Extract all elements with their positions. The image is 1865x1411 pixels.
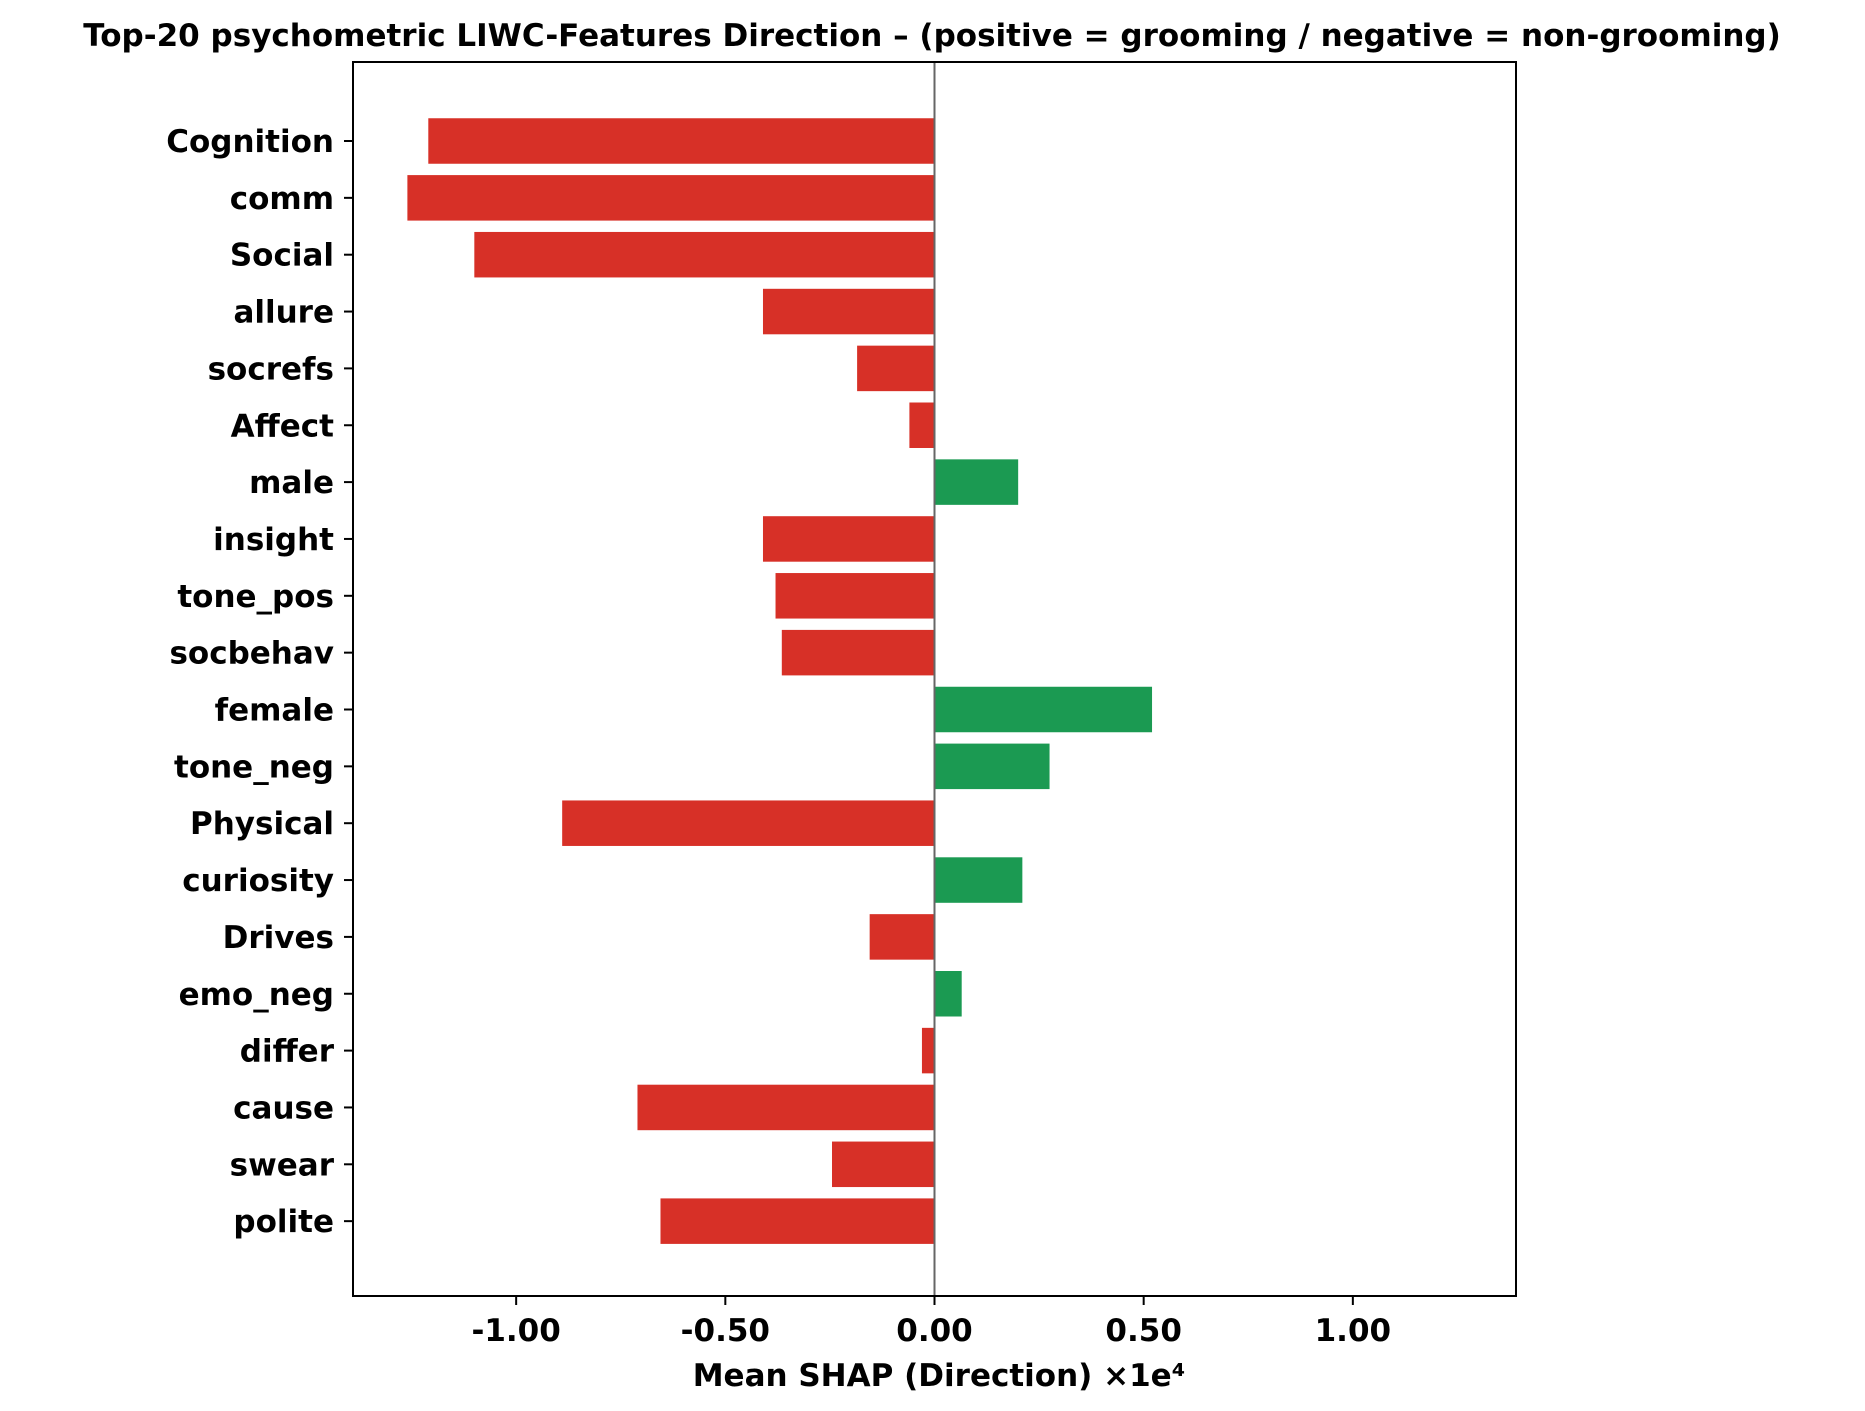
x-tick-label-3: 0.50 [1105,1313,1182,1349]
y-tick-label-differ: differ [240,1034,335,1070]
bar-curiosity [934,857,1023,903]
y-axis: Cognition comm Social allure socrefs Affect ma… [166,124,353,1240]
y-tick-label-male: male [249,465,334,501]
bar-allure [762,288,935,335]
x-tick-label-2: 0.00 [896,1313,973,1349]
bar-tone-pos [775,573,935,619]
y-tick-label-cause: cause [233,1090,334,1126]
y-tick-label-swear: swear [230,1147,335,1183]
bar-insight [762,516,935,562]
bar-socbehav [781,629,935,676]
y-tick-label-comm: comm [230,181,334,217]
y-tick-label-allure: allure [233,295,334,331]
bar-comm [407,175,935,221]
bar-socrefs [857,345,935,392]
bar-cause [637,1084,935,1131]
y-tick-label-affect: Affect [231,408,335,444]
x-tick-label-0: -1.00 [471,1313,560,1349]
bar-social [474,231,935,278]
bars-group [407,118,1153,1244]
chart-title: Top-20 psychometric LIWC-Features Direct… [83,18,1781,54]
y-tick-label-drives: Drives [223,920,334,956]
bar-emo-neg [934,971,962,1017]
y-tick-label-tone-pos: tone_pos [177,579,334,615]
y-tick-label-socbehav: socbehav [169,636,334,672]
bar-differ [921,1027,935,1074]
bar-cognition [428,118,935,164]
x-tick-label-4: 1.00 [1315,1313,1392,1349]
bar-tone-neg [934,743,1050,790]
x-axis-label: Mean SHAP (Direction) ×1e⁴ [693,1358,1186,1394]
bar-female [934,686,1153,733]
y-tick-label-social: Social [230,238,334,274]
y-tick-label-tone-neg: tone_neg [174,749,334,785]
y-tick-label-physical: Physical [190,806,334,842]
y-tick-label-emo-neg: emo_neg [179,977,334,1013]
bar-drives [869,914,935,960]
bar-physical [562,800,935,846]
bar-polite [660,1198,935,1244]
x-axis: -1.00 -0.50 0.00 0.50 1.00 [471,1296,1391,1349]
x-tick-label-1: -0.50 [681,1313,770,1349]
bar-affect [909,402,935,448]
bar-swear [832,1141,935,1188]
y-tick-label-polite: polite [233,1204,334,1240]
y-tick-label-socrefs: socrefs [208,351,334,387]
y-tick-label-female: female [215,693,334,729]
y-tick-label-curiosity: curiosity [182,863,334,899]
y-tick-label-insight: insight [213,522,334,558]
bar-male [934,459,1019,505]
y-tick-label-cognition: Cognition [166,124,334,160]
